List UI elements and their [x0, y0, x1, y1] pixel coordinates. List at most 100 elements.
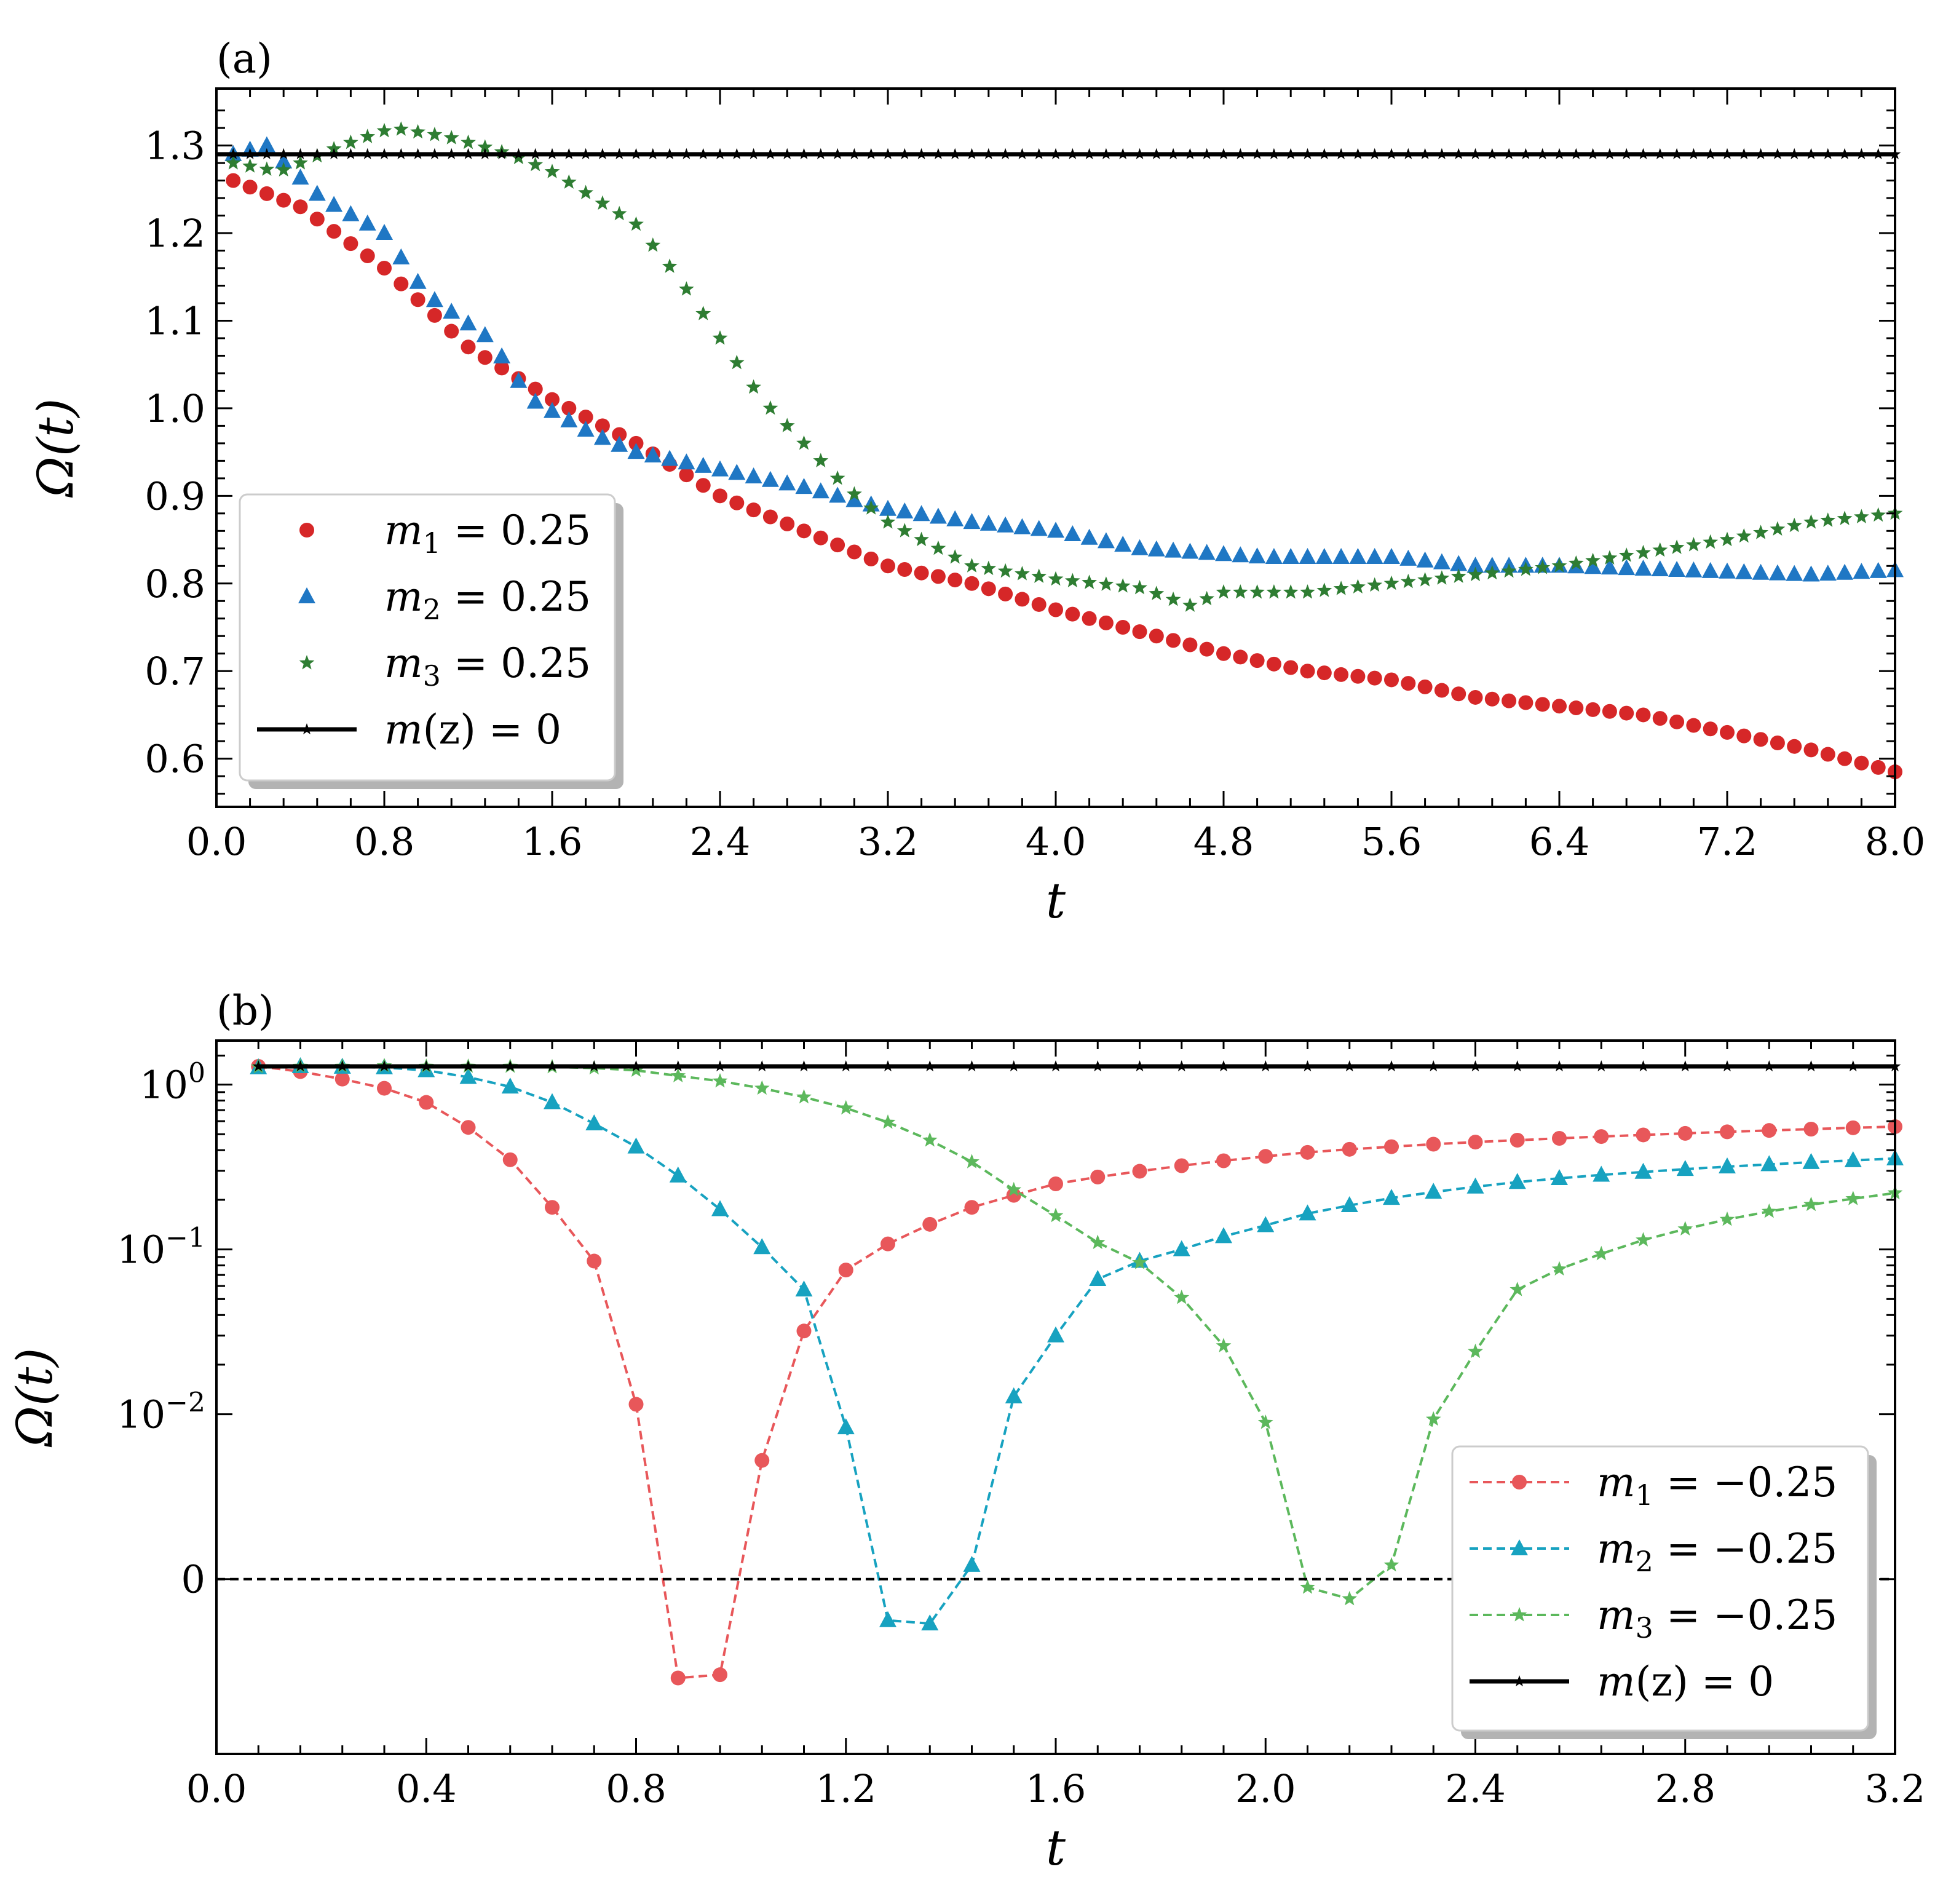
data-point: [711, 1200, 729, 1216]
data-point: [1132, 624, 1147, 640]
data-point: [501, 1077, 519, 1094]
y-tick-label: 10−1: [117, 1223, 205, 1272]
data-point: [1735, 563, 1753, 579]
data-point: [661, 450, 679, 466]
series-line: [258, 1065, 1896, 1625]
data-point: [837, 1418, 855, 1435]
data-point: [929, 507, 947, 524]
data-point: [444, 323, 459, 339]
data-point: [880, 514, 896, 529]
data-point: [879, 499, 896, 516]
data-point: [309, 212, 325, 227]
data-point: [627, 1137, 645, 1154]
data-point: [1199, 590, 1215, 606]
data-point: [1601, 558, 1618, 575]
data-point: [1064, 525, 1082, 542]
data-point: [1604, 148, 1616, 159]
data-point: [1704, 148, 1717, 159]
data-point: [628, 216, 644, 231]
data-point: [1847, 1060, 1859, 1072]
data-point: [242, 158, 258, 173]
data-point: [377, 261, 392, 276]
data-point: [865, 148, 877, 159]
data-point: [1282, 548, 1300, 565]
data-point: [1771, 148, 1784, 159]
data-point: [587, 1253, 602, 1269]
data-point: [1854, 755, 1869, 771]
y-tick-label: 100: [140, 1058, 205, 1108]
data-point: [1788, 148, 1800, 159]
data-point: [259, 186, 274, 201]
data-point: [595, 195, 611, 210]
data-point: [1198, 544, 1216, 560]
data-point: [672, 1060, 684, 1072]
data-point: [1248, 547, 1266, 564]
data-point: [1468, 566, 1483, 582]
legend-b-marker: [1511, 1539, 1528, 1555]
data-point: [1434, 683, 1449, 698]
x-tick-label: 2.8: [1655, 1766, 1715, 1811]
data-point: [1091, 1060, 1104, 1072]
data-point: [1803, 1196, 1819, 1212]
data-point: [1182, 597, 1198, 612]
data-point: [1855, 148, 1867, 159]
data-point: [1553, 1060, 1565, 1072]
data-point: [829, 470, 845, 485]
data-point: [1174, 1158, 1189, 1173]
y-tick-label: 1.2: [144, 211, 205, 256]
y-tick-label: 0.8: [144, 561, 205, 606]
data-point: [898, 148, 911, 159]
data-point: [1165, 591, 1181, 606]
data-point: [275, 162, 291, 177]
data-point: [410, 292, 425, 307]
legend-a-frame: [239, 493, 616, 782]
data-point: [882, 148, 894, 159]
data-point: [1117, 148, 1129, 159]
data-point: [1300, 1144, 1315, 1160]
data-point: [679, 281, 694, 296]
data-point: [630, 1060, 642, 1072]
x-tick-label: 2.0: [1235, 1766, 1296, 1811]
legend-a-marker: [299, 655, 315, 670]
data-point: [1802, 1152, 1820, 1169]
data-point: [997, 516, 1015, 533]
data-point: [1853, 563, 1870, 579]
data-point: [1519, 148, 1532, 159]
data-point: [1401, 676, 1416, 691]
data-point: [1595, 1060, 1607, 1072]
data-point: [748, 148, 760, 159]
data-point: [979, 514, 997, 531]
data-point: [244, 148, 256, 159]
data-point: [695, 306, 711, 320]
data-point: [711, 460, 729, 477]
data-point: [1283, 660, 1299, 675]
data-point: [560, 411, 578, 427]
data-point: [476, 326, 494, 343]
data-point: [227, 148, 239, 159]
x-tick-label: 4.8: [1193, 819, 1254, 864]
data-point: [334, 1071, 350, 1087]
data-point: [362, 148, 374, 159]
data-point: [1450, 568, 1466, 583]
data-point: [578, 410, 593, 425]
data-point: [1115, 620, 1131, 635]
data-point: [1015, 592, 1030, 607]
data-point: [1568, 555, 1584, 570]
data-point: [1147, 540, 1165, 557]
data-point: [1132, 1164, 1147, 1179]
data-point: [813, 453, 829, 467]
data-point: [336, 1060, 349, 1072]
data-point: [847, 486, 862, 501]
data-point: [1008, 1060, 1020, 1072]
data-point: [745, 467, 762, 484]
data-point: [1150, 148, 1163, 159]
data-point: [544, 1093, 561, 1109]
data-point: [1602, 550, 1618, 565]
data-point: [1508, 1173, 1526, 1189]
data-point: [1316, 582, 1332, 597]
data-point: [427, 127, 443, 141]
data-point: [1685, 561, 1703, 577]
data-point: [1132, 579, 1147, 595]
data-point: [1083, 148, 1096, 159]
